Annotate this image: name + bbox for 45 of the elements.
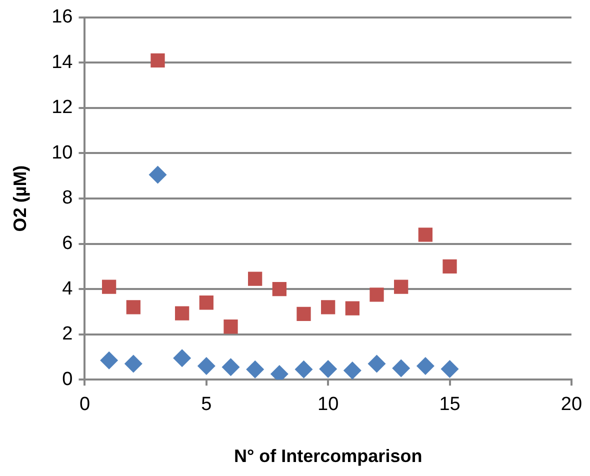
- x-tick-label: 10: [318, 394, 339, 416]
- y-tick-label: 16: [52, 6, 73, 28]
- point: [370, 288, 384, 302]
- point: [294, 360, 313, 378]
- x-tick-label: 0: [79, 394, 90, 416]
- point: [248, 272, 262, 286]
- y-tick-label: 6: [62, 233, 73, 254]
- point: [173, 349, 192, 368]
- y-tick-label: 4: [62, 278, 74, 300]
- point: [319, 360, 338, 378]
- point: [394, 280, 408, 294]
- x-tick-label: 20: [560, 394, 582, 416]
- point: [246, 360, 264, 378]
- y-tick-label: 10: [52, 142, 73, 164]
- point: [442, 259, 457, 274]
- point: [102, 280, 116, 294]
- y-tick-label: 2: [62, 324, 73, 345]
- x-axis-title: N° of Intercomparison: [234, 446, 422, 466]
- x-tick-label: 15: [439, 394, 460, 416]
- point: [343, 362, 362, 380]
- point: [416, 357, 434, 376]
- point: [321, 300, 336, 314]
- point: [345, 301, 360, 316]
- point: [222, 358, 240, 376]
- point: [100, 351, 118, 370]
- point: [150, 53, 165, 68]
- point: [272, 282, 286, 296]
- point: [199, 296, 214, 310]
- point: [296, 306, 311, 322]
- point: [175, 306, 190, 320]
- point: [197, 357, 216, 376]
- x-tick-label: 5: [201, 394, 212, 416]
- point: [418, 228, 432, 242]
- point: [224, 320, 238, 334]
- y-tick-label: 0: [62, 368, 73, 390]
- point: [440, 360, 459, 378]
- y-tick-label: 14: [52, 52, 74, 73]
- point: [124, 354, 142, 373]
- y-tick-label: 8: [62, 188, 73, 209]
- point: [392, 359, 410, 378]
- y-axis-title: O2 (µM): [10, 165, 30, 232]
- y-tick-label: 12: [52, 97, 73, 118]
- point: [368, 354, 386, 373]
- point: [148, 166, 167, 184]
- point: [126, 300, 140, 314]
